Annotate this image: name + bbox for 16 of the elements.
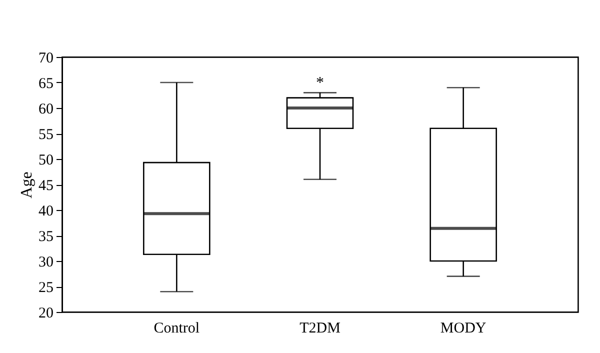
y-tick-label: 40: [38, 204, 54, 220]
y-tick-label: 65: [38, 76, 54, 92]
x-tick-label: MODY: [440, 320, 486, 336]
y-tick-label: 45: [38, 178, 54, 194]
y-tick-label: 55: [38, 127, 54, 143]
annotation: *: [316, 74, 324, 92]
y-tick-label: 25: [38, 280, 54, 296]
y-tick-label: 20: [38, 306, 54, 322]
y-tick-label: 60: [38, 102, 54, 118]
y-tick-label: 70: [38, 50, 54, 66]
y-tick-label: 35: [38, 229, 54, 245]
y-axis-title: Age: [18, 172, 36, 198]
x-tick-label: T2DM: [300, 320, 340, 336]
y-tick-label: 30: [38, 254, 54, 270]
x-tick-label: Control: [154, 320, 200, 336]
y-tick-label: 50: [38, 152, 54, 168]
